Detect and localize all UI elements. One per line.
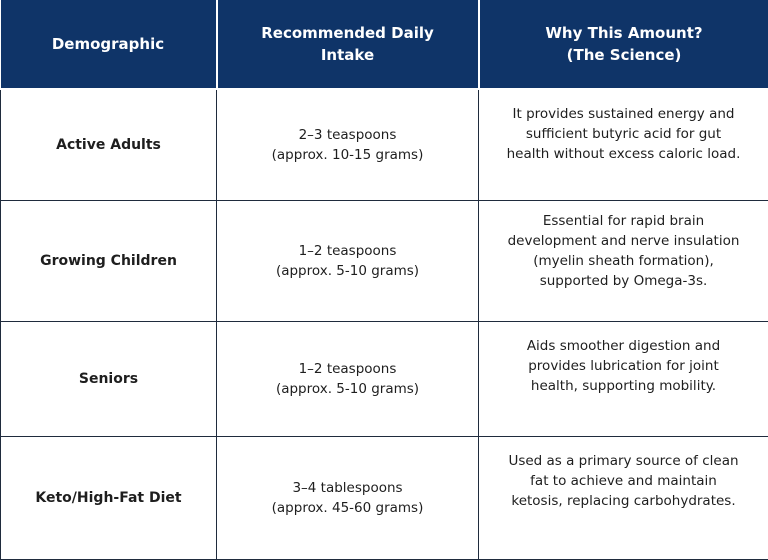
demographic-cell: Seniors [1,322,217,437]
intake-amount: 3–4 tablespoons [229,478,466,498]
science-cell: Used as a primary source of clean fat to… [479,437,768,560]
science-line: sufficient butyric acid for gut [491,124,756,144]
science-line: supported by Omega-3s. [491,271,756,291]
header-row: Demographic Recommended Daily Intake Why… [1,0,768,89]
demographic-cell: Active Adults [1,89,217,201]
intake-amount: 2–3 teaspoons [229,125,466,145]
intake-amount: 1–2 teaspoons [229,241,466,261]
science-line: Aids smoother digestion and [491,336,756,356]
header-why-line-1: Why This Amount? [490,22,759,44]
table-row: Active Adults 2–3 teaspoons (approx. 10-… [1,89,768,201]
intake-amount: 1–2 teaspoons [229,359,466,379]
science-line: ketosis, replacing carbohydrates. [491,491,756,511]
header-intake-line-1: Recommended Daily [228,22,468,44]
intake-cell: 1–2 teaspoons (approx. 5-10 grams) [217,201,479,322]
header-recommended-intake: Recommended Daily Intake [217,0,479,89]
intake-grams: (approx. 45-60 grams) [229,498,466,518]
table-row: Keto/High-Fat Diet 3–4 tablespoons (appr… [1,437,768,560]
science-line: provides lubrication for joint [491,356,756,376]
table-header: Demographic Recommended Daily Intake Why… [1,0,768,89]
demographic-cell: Growing Children [1,201,217,322]
science-line: fat to achieve and maintain [491,471,756,491]
science-cell: It provides sustained energy and suffici… [479,89,768,201]
science-line: development and nerve insulation [491,231,756,251]
intake-cell: 3–4 tablespoons (approx. 45-60 grams) [217,437,479,560]
intake-cell: 1–2 teaspoons (approx. 5-10 grams) [217,322,479,437]
header-why-line-2: (The Science) [490,44,759,66]
intake-grams: (approx. 5-10 grams) [229,379,466,399]
table-row: Growing Children 1–2 teaspoons (approx. … [1,201,768,322]
intake-grams: (approx. 10-15 grams) [229,145,466,165]
science-line: health without excess caloric load. [491,144,756,164]
science-line: Essential for rapid brain [491,211,756,231]
intake-grams: (approx. 5-10 grams) [229,261,466,281]
header-why-this-amount: Why This Amount? (The Science) [479,0,768,89]
header-demographic: Demographic [1,0,217,89]
table-row: Seniors 1–2 teaspoons (approx. 5-10 gram… [1,322,768,437]
science-cell: Essential for rapid brain development an… [479,201,768,322]
demographic-cell: Keto/High-Fat Diet [1,437,217,560]
science-line: Used as a primary source of clean [491,451,756,471]
science-line: health, supporting mobility. [491,376,756,396]
intake-cell: 2–3 teaspoons (approx. 10-15 grams) [217,89,479,201]
science-cell: Aids smoother digestion and provides lub… [479,322,768,437]
science-line: (myelin sheath formation), [491,251,756,271]
header-intake-line-2: Intake [228,44,468,66]
header-demographic-label: Demographic [11,33,206,55]
table-body: Active Adults 2–3 teaspoons (approx. 10-… [1,89,768,560]
science-line: It provides sustained energy and [491,104,756,124]
